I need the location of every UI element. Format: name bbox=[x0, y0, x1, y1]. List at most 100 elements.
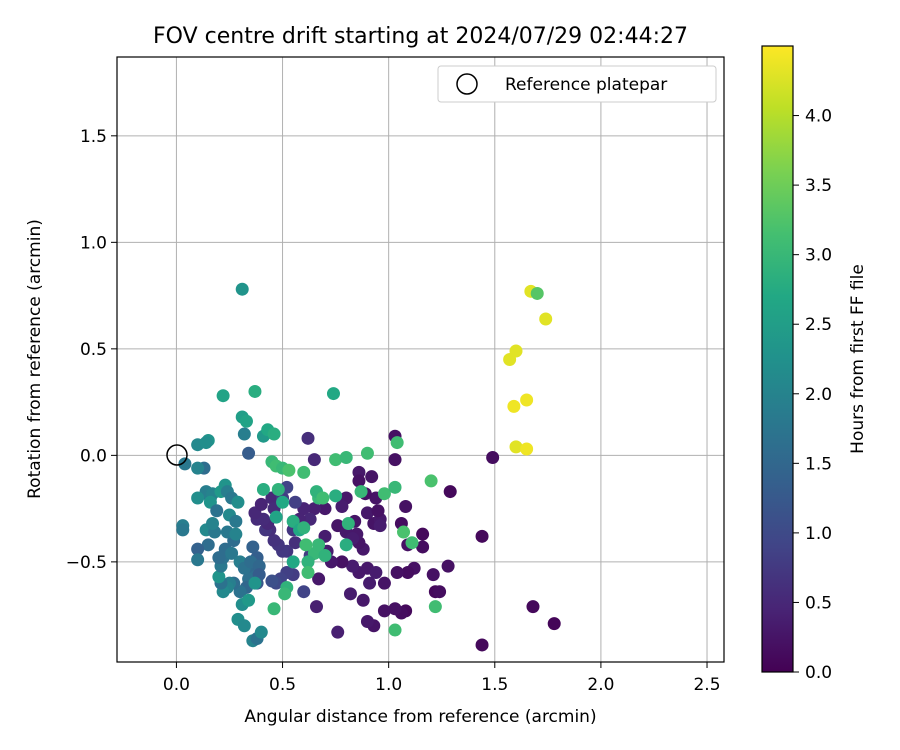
data-point bbox=[199, 436, 213, 450]
data-point bbox=[424, 474, 438, 488]
data-point bbox=[242, 593, 256, 607]
data-point bbox=[335, 499, 349, 513]
colorbar-tick-label: 3.5 bbox=[805, 176, 832, 196]
data-point bbox=[237, 427, 251, 441]
data-point bbox=[318, 502, 332, 516]
data-point bbox=[235, 282, 249, 296]
data-point bbox=[405, 536, 419, 550]
data-point bbox=[297, 521, 311, 535]
colorbar-ticks: 0.0 0.5 1.0 1.5 2.0 2.5 3.0 3.5 4.0 bbox=[793, 107, 832, 683]
colorbar-gradient bbox=[761, 45, 794, 673]
data-point bbox=[401, 566, 415, 580]
data-point bbox=[428, 600, 442, 614]
data-point bbox=[316, 491, 330, 505]
data-point bbox=[312, 572, 326, 586]
data-point bbox=[507, 399, 521, 413]
data-point bbox=[191, 491, 205, 505]
data-point bbox=[178, 457, 192, 471]
data-point bbox=[360, 446, 374, 460]
data-point bbox=[229, 514, 243, 528]
legend-marker bbox=[456, 73, 478, 95]
data-point bbox=[278, 587, 292, 601]
plot-frame bbox=[116, 56, 725, 663]
data-point bbox=[297, 465, 311, 479]
x-axis-ticks: 0.0 0.5 1.0 1.5 2.0 2.5 bbox=[163, 662, 721, 695]
colorbar-tick-label: 2.0 bbox=[805, 385, 832, 405]
data-point bbox=[301, 566, 315, 580]
data-point bbox=[339, 538, 353, 552]
data-point bbox=[441, 559, 455, 573]
colorbar-tick-label: 4.0 bbox=[805, 107, 832, 127]
data-point bbox=[248, 576, 262, 590]
data-point bbox=[201, 538, 215, 552]
data-point bbox=[365, 470, 379, 484]
data-point bbox=[369, 566, 383, 580]
data-point bbox=[509, 344, 523, 358]
data-point bbox=[390, 436, 404, 450]
data-point bbox=[416, 527, 430, 541]
data-point bbox=[356, 593, 370, 607]
data-point bbox=[520, 442, 534, 456]
colorbar-tick-label: 2.5 bbox=[805, 315, 832, 335]
data-point bbox=[331, 625, 345, 639]
data-point bbox=[360, 615, 374, 629]
data-point bbox=[269, 510, 283, 524]
data-point bbox=[343, 587, 357, 601]
data-point bbox=[212, 570, 226, 584]
x-tick-label: 2.5 bbox=[693, 675, 720, 695]
data-point bbox=[329, 489, 343, 503]
data-point bbox=[229, 527, 243, 541]
data-point bbox=[339, 450, 353, 464]
data-point bbox=[239, 414, 253, 428]
data-point bbox=[191, 542, 205, 556]
data-point bbox=[307, 453, 321, 467]
data-point bbox=[176, 523, 190, 537]
y-tick-label: 0.5 bbox=[80, 340, 107, 360]
data-point bbox=[326, 387, 340, 401]
y-tick-label: 0.0 bbox=[80, 446, 107, 466]
data-point bbox=[265, 574, 279, 588]
data-point bbox=[191, 553, 205, 567]
data-point bbox=[335, 555, 349, 569]
scatter-points bbox=[176, 282, 561, 652]
data-point bbox=[246, 540, 260, 554]
data-point bbox=[267, 602, 281, 616]
chart-title: FOV centre drift starting at 2024/07/29 … bbox=[153, 24, 688, 49]
data-point bbox=[360, 506, 374, 520]
data-point bbox=[297, 585, 311, 599]
data-point bbox=[390, 566, 404, 580]
grid-lines bbox=[117, 57, 724, 662]
data-point bbox=[539, 312, 553, 326]
data-point bbox=[377, 604, 391, 618]
data-point bbox=[363, 576, 377, 590]
data-point bbox=[271, 482, 285, 496]
y-axis-label: Rotation from reference (arcmin) bbox=[25, 219, 45, 499]
data-point bbox=[301, 555, 315, 569]
data-point bbox=[397, 525, 411, 539]
data-point bbox=[267, 534, 281, 548]
data-point bbox=[307, 502, 321, 516]
data-point bbox=[377, 576, 391, 590]
data-point bbox=[254, 497, 268, 511]
data-point bbox=[276, 495, 290, 509]
data-point bbox=[248, 384, 262, 398]
data-point bbox=[256, 482, 270, 496]
y-tick-label: 1.5 bbox=[80, 127, 107, 147]
data-point bbox=[346, 559, 360, 573]
legend-entry-reference-platepar: Reference platepar bbox=[505, 75, 667, 95]
data-point bbox=[231, 495, 245, 509]
data-point bbox=[354, 485, 368, 499]
colorbar-tick-label: 0.5 bbox=[805, 593, 832, 613]
data-point bbox=[318, 548, 332, 562]
data-point bbox=[373, 519, 387, 533]
x-tick-label: 0.0 bbox=[163, 675, 190, 695]
data-point bbox=[388, 623, 402, 637]
data-point bbox=[371, 504, 385, 518]
data-point bbox=[416, 540, 430, 554]
data-point bbox=[530, 286, 544, 300]
y-tick-label: 1.0 bbox=[80, 233, 107, 253]
y-tick-label: −0.5 bbox=[66, 553, 107, 573]
data-point bbox=[242, 446, 256, 460]
data-point bbox=[526, 600, 540, 614]
